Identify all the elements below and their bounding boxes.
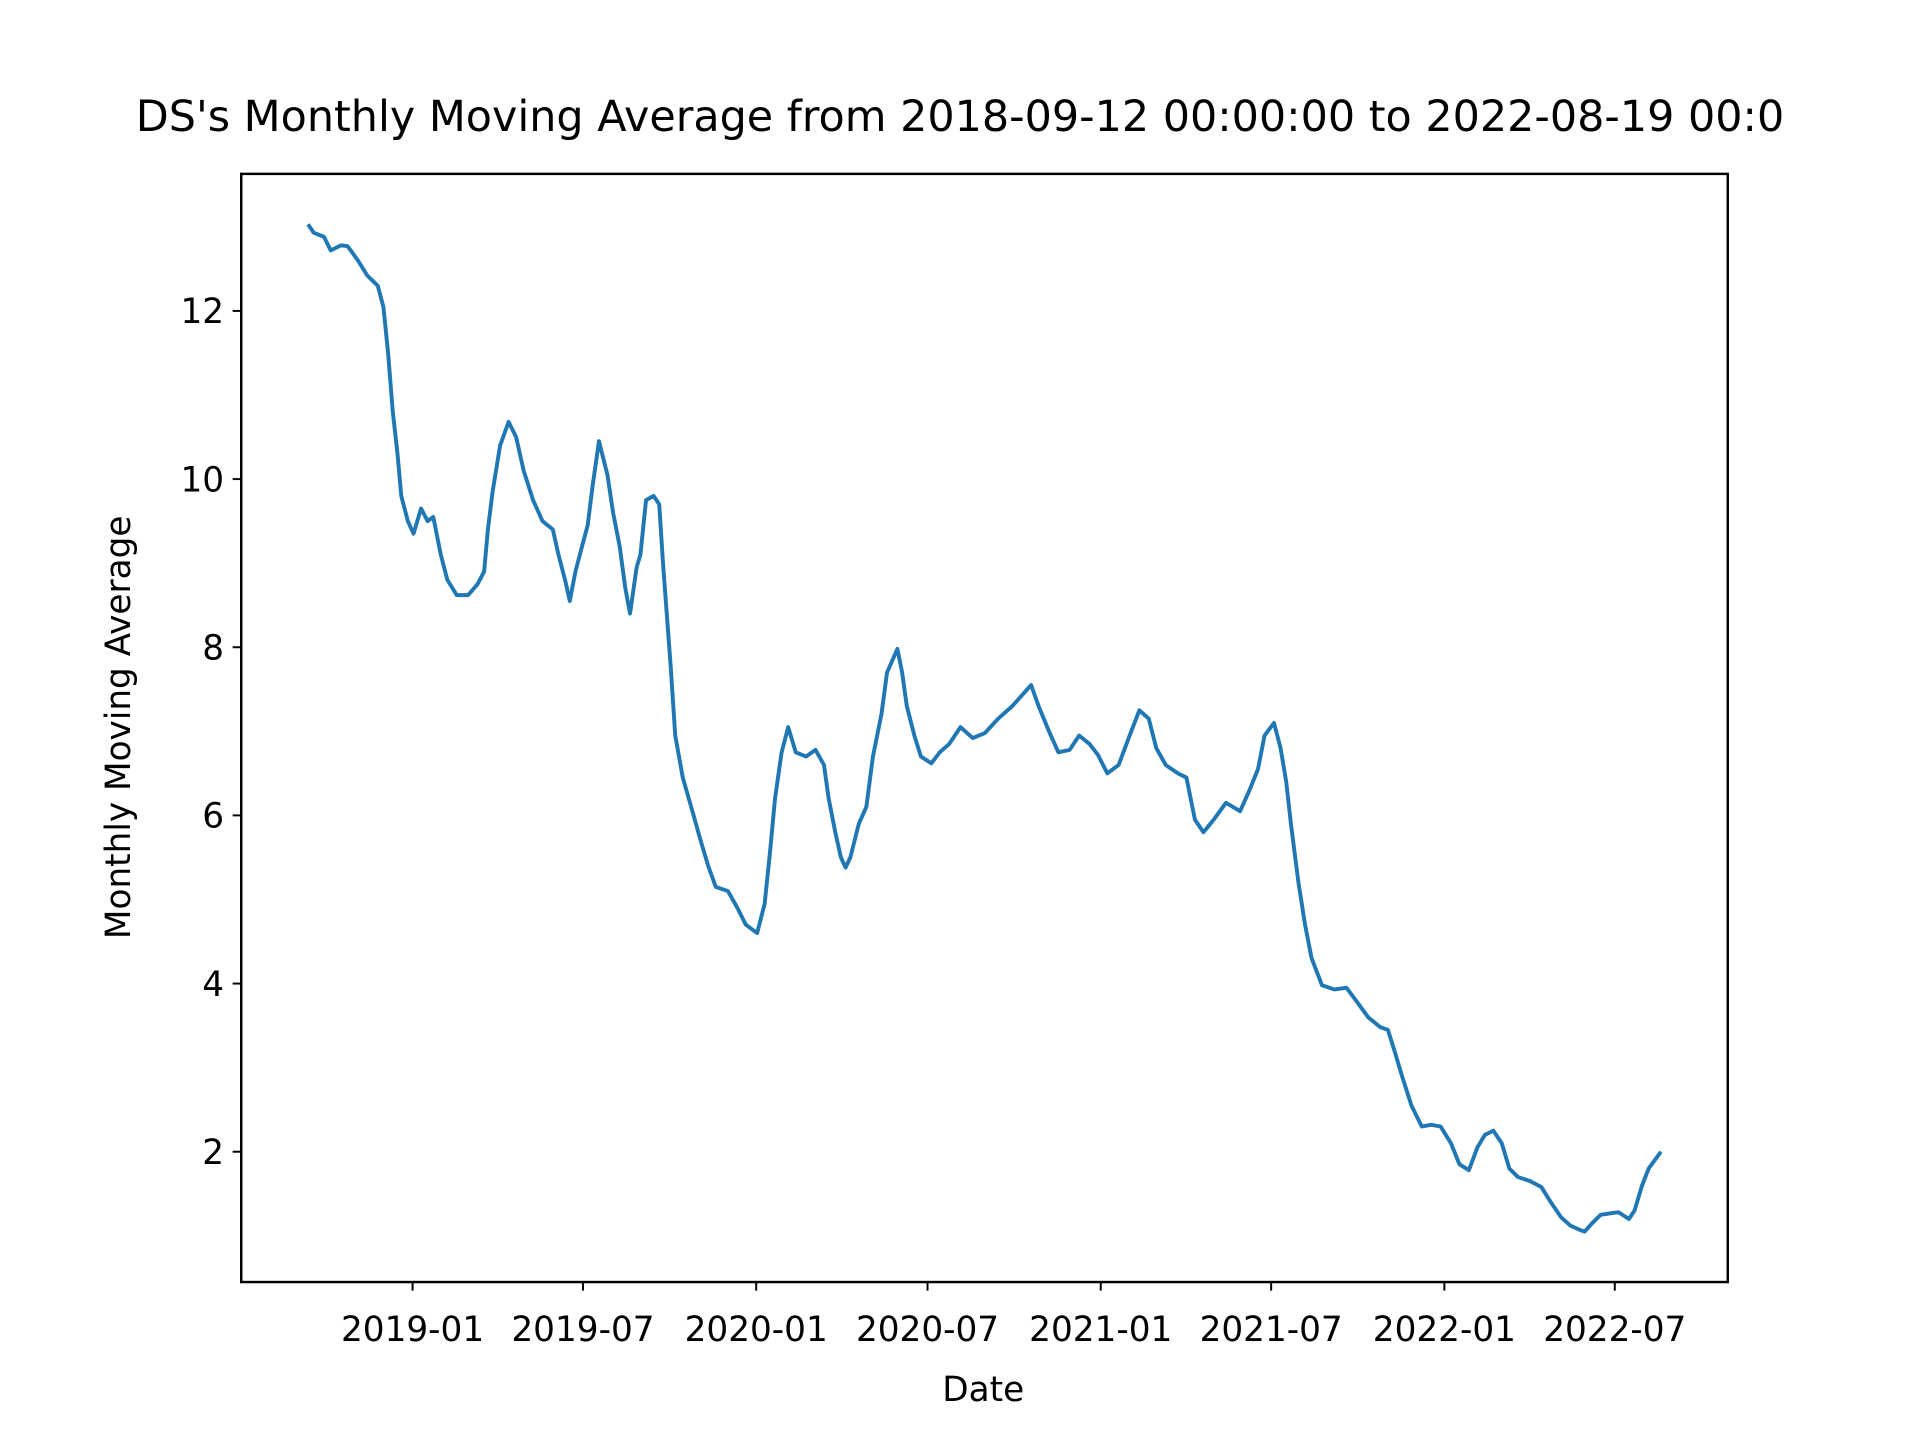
x-tick-label: 2021-07 <box>1200 1310 1343 1350</box>
x-tick-label: 2022-01 <box>1373 1310 1516 1350</box>
y-tick-label: 4 <box>202 965 224 1005</box>
x-tick-label: 2019-01 <box>341 1310 484 1350</box>
x-tick-label: 2019-07 <box>511 1310 654 1350</box>
y-tick-label: 8 <box>202 628 224 668</box>
y-axis-label: Monthly Moving Average <box>99 516 139 939</box>
x-tick-label: 2021-01 <box>1029 1310 1172 1350</box>
x-tick-label: 2020-01 <box>685 1310 828 1350</box>
x-tick-label: 2022-07 <box>1543 1310 1686 1350</box>
chart-title: DS's Monthly Moving Average from 2018-09… <box>136 92 1784 142</box>
y-tick-label: 10 <box>180 460 224 500</box>
x-tick-label: 2020-07 <box>856 1310 999 1350</box>
plot-frame <box>240 172 1729 1284</box>
y-tick-label: 12 <box>180 292 224 332</box>
y-tick-label: 2 <box>202 1133 224 1173</box>
x-axis-label: Date <box>942 1370 1024 1410</box>
data-line <box>306 223 1663 1234</box>
y-tick-label: 6 <box>202 797 224 837</box>
